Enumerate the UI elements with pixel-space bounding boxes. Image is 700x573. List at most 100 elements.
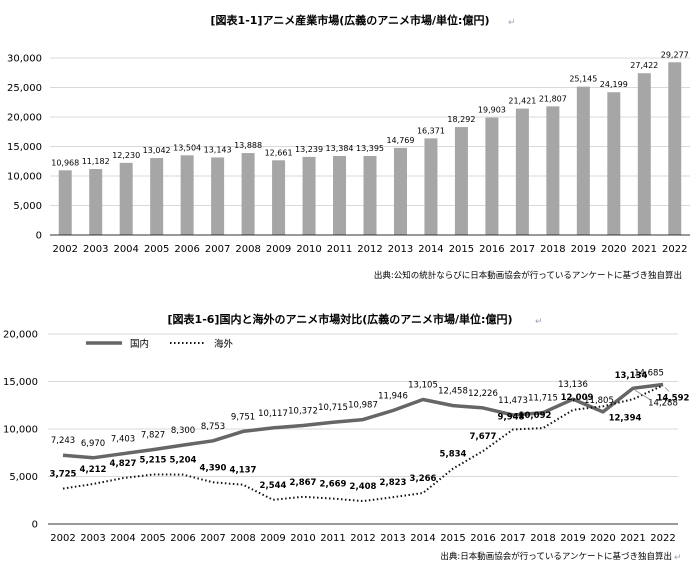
chart1-title: [図表1-1]アニメ産業市場(広義のアニメ市場/単位:億円) [211,13,490,27]
chart1-bar [454,127,468,235]
series-overseas-label: 10,092 [519,411,552,421]
chart1-x-tick-label: 2005 [144,244,169,255]
chart1-bar [119,162,133,235]
chart2-x-tick-label: 2017 [500,533,525,544]
chart1-value-label: 13,239 [295,145,323,154]
chart1-source: 出典:公知の統計ならびに日本動画協会が行っているアンケートに基づき独自算出 [374,270,682,281]
chart1-bar [546,106,560,235]
chart1-x-axis: 2002 2003 2004 2005 2006 2007 2008 2009 2010 2011… [53,244,688,255]
chart1-bar [424,138,438,235]
chart2-x-tick-label: 2003 [80,533,105,544]
series-domestic-line [62,382,664,460]
chart1-bar [241,153,255,235]
chart1-value-label: 12,661 [265,148,293,157]
chart1-y-axis: 0 5,000 10,000 15,000 20,000 25,000 30,000 [7,54,42,242]
series-domestic-label: 11,715 [528,394,558,404]
series-overseas-label: 4,212 [80,465,107,475]
series-domestic-label: 12,458 [438,387,468,397]
chart1-bar [668,62,682,235]
series-overseas-label: 2,669 [320,480,347,490]
chart2-x-tick-label: 2018 [530,533,555,544]
chart1-x-tick-label: 2004 [113,244,138,255]
series-overseas-label: 5,204 [170,456,197,466]
chart1-x-tick-label: 2011 [327,244,352,255]
legend-overseas-label: 海外 [214,338,234,350]
chart1-bars [58,62,682,236]
series-domestic-label: 13,105 [408,381,438,391]
series-domestic-label: 11,805 [584,396,614,406]
series-domestic-label: 13,136 [558,380,588,390]
chart1-y-tick-label: 15,000 [7,142,42,153]
chart1-y-tick-label: 5,000 [13,201,42,212]
chart1-bar [637,73,651,235]
domestic-overseas-line-chart: [図表1-6]国内と海外のアニメ市場対比(広義のアニメ市場/単位:億円) ↵ 0… [3,312,689,563]
chart1-x-tick-label: 2018 [540,244,565,255]
chart1-x-tick-label: 2019 [571,244,596,255]
chart1-value-label: 25,145 [569,75,597,84]
series-domestic-label: 10,715 [318,403,348,413]
chart1-y-tick-label: 10,000 [7,172,42,183]
chart2-y-axis: 0 5,000 10,000 15,000 20,000 [3,330,38,531]
chart1-value-label: 21,421 [508,97,536,106]
series-domestic-label: 12,226 [468,389,498,399]
chart2-x-tick-label: 2011 [320,533,345,544]
chart2-y-tick-label: 20,000 [3,330,38,341]
leader-line [634,389,652,401]
legend-domestic-label: 国内 [130,338,149,350]
chart1-x-tick-label: 2021 [632,244,657,255]
series-overseas-label: 4,827 [110,459,137,469]
chart2-x-tick-label: 2007 [200,533,225,544]
chart1-x-tick-label: 2006 [174,244,199,255]
series-domestic-label: 9,751 [231,412,255,422]
chart1-x-tick-label: 2020 [601,244,626,255]
chart2-x-tick-label: 2006 [170,533,195,544]
chart1-bar [272,160,286,235]
chart1-value-label: 24,199 [600,80,628,89]
chart1-x-tick-label: 2017 [510,244,535,255]
chart1-x-tick-label: 2008 [235,244,260,255]
series-overseas-label: 4,137 [230,466,257,476]
series-overseas-label: 9,948 [498,412,525,422]
chart1-bar [89,169,103,235]
chart1-x-tick-label: 2010 [296,244,321,255]
chart1-bar [576,86,590,235]
chart1-value-label: 14,769 [386,136,414,145]
series-overseas-label: 7,677 [470,432,497,442]
chart2-x-tick-label: 2022 [650,533,675,544]
chart1-bar [607,92,621,236]
chart1-value-label: 13,504 [173,143,201,152]
chart1-x-tick-label: 2009 [266,244,291,255]
chart1-bar [150,158,164,235]
series-domestic-label: 14,288 [648,398,678,408]
chart2-y-tick-label: 5,000 [9,472,38,483]
series-domestic-label: 8,300 [171,426,195,436]
chart1-bar [211,157,225,235]
chart2-x-tick-label: 2021 [620,533,645,544]
series-domestic-label: 7,243 [51,436,75,446]
chart1-value-label: 13,143 [204,145,232,154]
chart2-x-tick-label: 2008 [230,533,255,544]
chart2-x-tick-label: 2002 [50,533,75,544]
chart1-x-tick-label: 2015 [449,244,474,255]
series-domestic-label: 7,403 [111,435,135,445]
series-overseas-label: 12,394 [609,413,642,423]
chart2-gridlines [48,333,678,477]
series-overseas-label: 13,134 [615,371,648,381]
chart2-legend: 国内 海外 [86,338,234,350]
series-overseas-label: 2,408 [350,482,377,492]
chart1-y-tick-label: 25,000 [7,83,42,94]
chart2-x-tick-label: 2020 [590,533,615,544]
series-overseas-line [62,384,664,503]
series-domestic-label: 11,473 [498,396,528,406]
chart1-bar [180,155,194,235]
chart1-value-label: 13,384 [326,144,354,153]
chart1-value-label: 12,230 [112,151,140,160]
chart1-value-label: 16,371 [417,126,445,135]
series-domestic-label: 10,117 [258,409,288,419]
chart2-x-tick-label: 2019 [560,533,585,544]
chart2-x-tick-label: 2010 [290,533,315,544]
series-domestic-label: 14,685 [634,368,664,378]
chart1-x-tick-label: 2007 [205,244,230,255]
chart1-x-tick-label: 2013 [388,244,413,255]
